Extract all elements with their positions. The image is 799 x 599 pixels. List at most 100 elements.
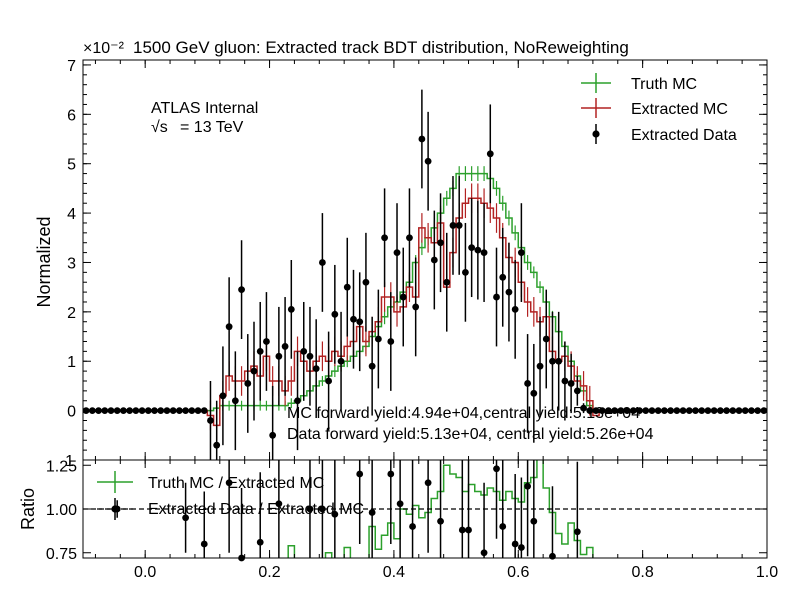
data-point <box>225 323 233 331</box>
data-point <box>356 318 364 326</box>
ratio-data-point <box>182 514 190 522</box>
data-point <box>406 234 413 242</box>
data-point <box>275 352 283 360</box>
y-tick-label: 7 <box>67 58 76 75</box>
data-point <box>437 239 444 247</box>
data-point <box>542 335 550 343</box>
data-point <box>337 357 345 365</box>
ratio-data-point <box>573 528 581 536</box>
data-point <box>213 441 221 449</box>
data-point <box>623 407 631 415</box>
data-point <box>710 407 718 415</box>
legend-extracted-data-marker <box>592 124 600 144</box>
data-point <box>263 338 270 345</box>
x-tick-label: 0.0 <box>134 564 156 581</box>
x-tick-label: 0.4 <box>383 564 405 581</box>
data-point <box>113 407 121 415</box>
ratio-data-point <box>356 470 364 478</box>
ratio-y-axis-label: Ratio <box>18 488 38 530</box>
data-point <box>493 293 500 301</box>
data-point <box>157 407 165 415</box>
data-point <box>667 407 675 415</box>
ratio-data-point <box>319 505 326 513</box>
data-point <box>517 249 525 256</box>
data-point <box>654 407 662 415</box>
data-point <box>200 407 208 415</box>
ratio-panel: 0.0 0.2 0.4 0.6 0.8 1.0 0.75 1.00 1.25 Ratio Tru… <box>18 458 778 581</box>
data-point <box>175 407 183 415</box>
x-tick-label: 0.6 <box>507 564 529 581</box>
atlas-label: ATLAS Internal <box>151 100 258 117</box>
main-panel: 0 1 2 3 4 5 6 7 ×10⁻² 1500 GeV gluon: Extracted… <box>34 38 768 470</box>
data-point <box>573 387 581 395</box>
sqrt-s-symbol: √s <box>151 119 168 136</box>
data-point <box>468 244 476 252</box>
ratio-data-point <box>530 517 538 525</box>
data-point <box>605 407 612 415</box>
energy-label: = 13 TeV <box>180 119 244 136</box>
data-point <box>561 377 569 385</box>
data-point <box>88 407 96 415</box>
truth-mc-step-line <box>83 172 767 412</box>
y-tick-label: 5 <box>67 157 76 174</box>
data-point <box>144 407 152 415</box>
ratio-data-point <box>424 479 432 487</box>
data-point <box>306 352 314 360</box>
data-point <box>182 407 190 415</box>
data-point <box>393 249 401 256</box>
data-point <box>692 407 699 415</box>
ratio-data-point <box>499 523 507 530</box>
extracted-mc-step-line <box>83 197 767 427</box>
data-point <box>169 407 177 415</box>
ratio-data-point <box>409 523 416 530</box>
data-point <box>679 407 687 415</box>
y-tick-label: 4 <box>67 206 76 223</box>
main-histograms <box>83 166 767 441</box>
ratio-legend: Truth MC / Extracted MC Extracted Data /… <box>97 471 364 520</box>
data-point <box>163 407 171 415</box>
mc-yield-annotation: MC forward yield:4.94e+04,central yield:… <box>287 405 640 422</box>
y-tick-label: 6 <box>67 107 76 124</box>
data-point <box>480 249 488 256</box>
data-point <box>95 407 102 415</box>
data-point <box>598 407 606 415</box>
ratio-y-tick-label: 1.25 <box>46 458 77 475</box>
data-point <box>287 305 295 313</box>
legend-extracted-mc-marker <box>581 98 611 118</box>
ratio-truth-segment <box>324 552 333 558</box>
data-point <box>586 407 594 415</box>
ratio-legend-data-label: Extracted Data / Extracted MC <box>148 501 364 518</box>
ratio-data-point <box>465 526 472 534</box>
data-point <box>748 407 755 415</box>
ratio-data-point <box>225 479 233 487</box>
data-point <box>449 222 457 229</box>
data-point <box>238 286 245 294</box>
data-point <box>741 407 749 415</box>
y-tick-label: 2 <box>67 305 76 322</box>
data-point <box>132 407 140 415</box>
data-point <box>381 234 388 242</box>
data-yield-annotation: Data forward yield:5.13e+04, central yie… <box>287 426 654 443</box>
data-point <box>188 407 196 415</box>
data-point <box>648 407 656 415</box>
y-tick-label: 3 <box>67 255 76 272</box>
data-point <box>636 407 643 415</box>
data-point <box>698 407 706 415</box>
ratio-truth-segment <box>368 460 538 558</box>
ratio-data-point <box>517 544 525 551</box>
data-point <box>325 377 333 385</box>
data-point <box>126 407 134 415</box>
legend-extracted-mc-label: Extracted MC <box>631 101 728 118</box>
ratio-truth-segment <box>287 545 296 558</box>
data-point <box>343 283 351 291</box>
data-point <box>530 389 538 397</box>
ratio-data-point <box>511 540 519 548</box>
ratio-truth-segment <box>343 546 352 558</box>
data-point <box>592 407 600 415</box>
y-multiplier-label: ×10⁻² <box>83 40 125 57</box>
data-point <box>455 222 463 229</box>
data-point <box>312 365 320 373</box>
data-point <box>430 256 438 264</box>
data-point <box>685 407 693 415</box>
data-point <box>368 362 376 370</box>
